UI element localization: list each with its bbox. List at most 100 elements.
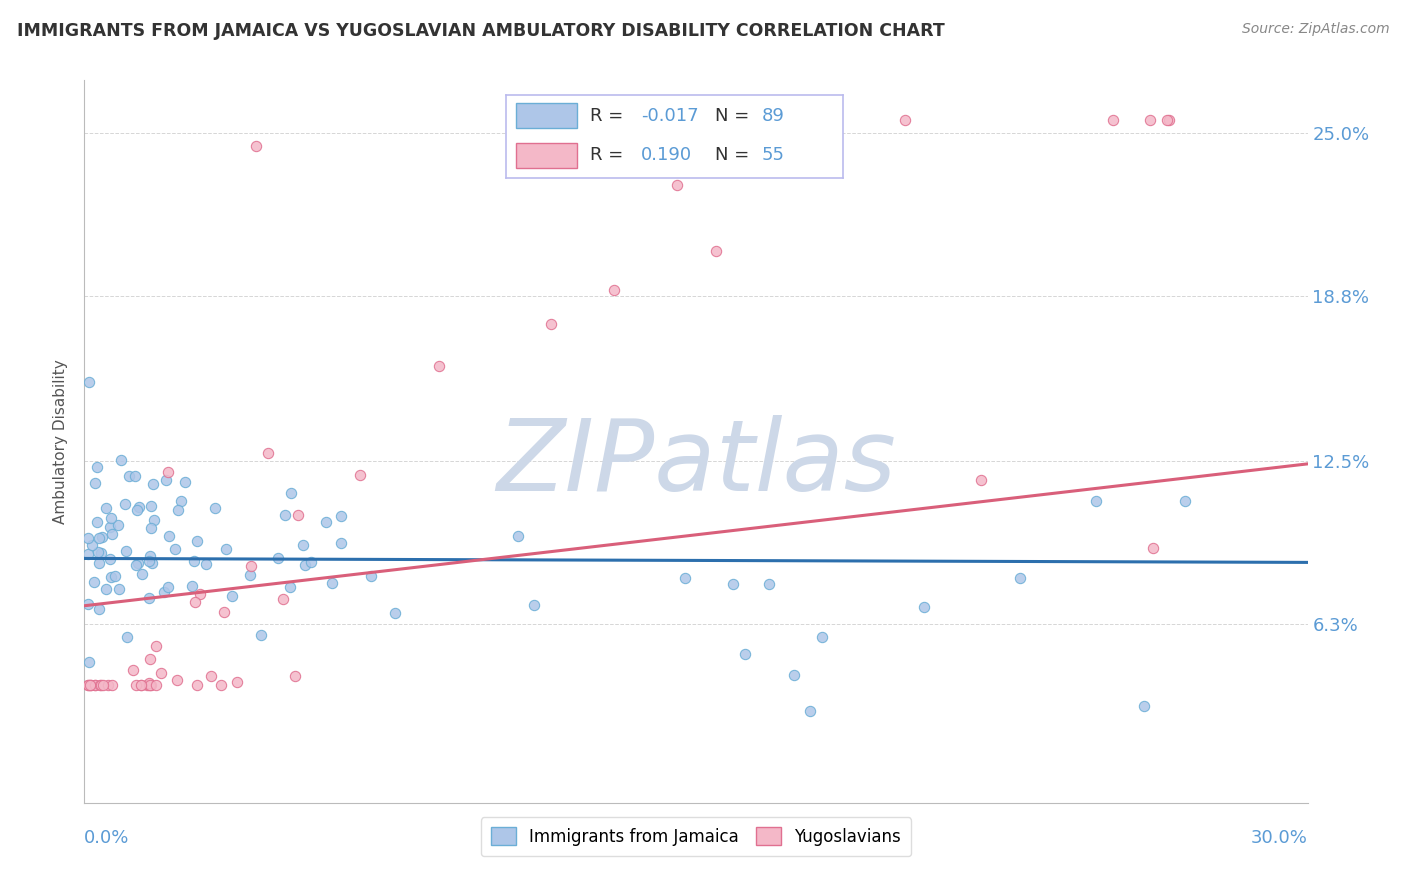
Point xyxy=(96,582,118,597)
Point xyxy=(129,677,152,691)
Point xyxy=(127,503,149,517)
Point xyxy=(321,576,343,591)
Point xyxy=(80,538,103,552)
Legend: Immigrants from Jamaica, Yugoslavians: Immigrants from Jamaica, Yugoslavians xyxy=(481,817,911,856)
Point xyxy=(125,677,148,691)
Text: 0.0%: 0.0% xyxy=(84,829,129,847)
Point xyxy=(138,591,160,605)
Point xyxy=(257,446,280,460)
Point xyxy=(666,178,689,192)
Point xyxy=(758,577,780,591)
Point xyxy=(89,601,111,615)
Point xyxy=(204,501,226,516)
Point xyxy=(138,677,160,691)
Point xyxy=(89,677,111,691)
Point xyxy=(278,580,301,594)
Point xyxy=(87,556,110,570)
Point xyxy=(810,630,832,644)
Point xyxy=(131,677,153,691)
Point xyxy=(110,452,132,467)
Point xyxy=(94,500,117,515)
Point xyxy=(84,475,107,490)
Point xyxy=(157,465,180,479)
Point xyxy=(349,468,371,483)
Point xyxy=(180,579,202,593)
Point xyxy=(661,143,683,157)
Point xyxy=(1133,698,1156,713)
Point xyxy=(115,630,138,644)
Point xyxy=(79,656,101,670)
Point xyxy=(329,535,352,549)
Point xyxy=(163,542,186,557)
Point xyxy=(294,558,316,572)
Point xyxy=(1010,571,1032,585)
Point xyxy=(125,558,148,573)
Point xyxy=(799,704,821,718)
Point xyxy=(77,597,100,611)
Point xyxy=(894,112,917,127)
Point xyxy=(157,529,180,543)
Point xyxy=(184,595,207,609)
Text: IMMIGRANTS FROM JAMAICA VS YUGOSLAVIAN AMBULATORY DISABILITY CORRELATION CHART: IMMIGRANTS FROM JAMAICA VS YUGOSLAVIAN A… xyxy=(17,22,945,40)
Point xyxy=(280,486,302,500)
Point xyxy=(200,669,222,683)
Point xyxy=(1139,112,1161,127)
Point xyxy=(783,667,806,681)
Point xyxy=(721,577,744,591)
Point xyxy=(142,513,165,527)
Point xyxy=(384,607,406,621)
Point xyxy=(115,544,138,558)
Point xyxy=(156,580,179,594)
Point xyxy=(107,518,129,533)
Point xyxy=(734,648,756,662)
Point xyxy=(90,677,112,691)
Point xyxy=(970,473,993,487)
Point xyxy=(142,476,165,491)
Text: 30.0%: 30.0% xyxy=(1251,829,1308,847)
Point xyxy=(131,566,153,581)
Point xyxy=(540,318,562,332)
Point xyxy=(138,677,160,691)
Point xyxy=(114,498,136,512)
Point xyxy=(249,628,271,642)
Point xyxy=(89,531,111,545)
Point xyxy=(97,677,120,691)
Point xyxy=(226,675,249,690)
Point xyxy=(122,663,145,677)
Point xyxy=(100,511,122,525)
Point xyxy=(104,569,127,583)
Point xyxy=(90,530,112,544)
Point xyxy=(239,559,262,574)
Point xyxy=(360,569,382,583)
Point xyxy=(1142,541,1164,555)
Point xyxy=(186,533,208,548)
Point xyxy=(287,508,309,523)
Point xyxy=(267,550,290,565)
Point xyxy=(86,459,108,474)
Point xyxy=(77,376,100,390)
Point xyxy=(215,541,238,556)
Point xyxy=(101,677,124,691)
Point xyxy=(124,468,146,483)
Point xyxy=(138,675,160,690)
Point xyxy=(650,112,672,127)
Point xyxy=(1102,112,1125,127)
Point xyxy=(141,521,163,535)
Point xyxy=(245,139,267,153)
Point xyxy=(141,556,163,570)
Point xyxy=(118,469,141,483)
Point xyxy=(86,515,108,529)
Point xyxy=(79,677,101,691)
Y-axis label: Ambulatory Disability: Ambulatory Disability xyxy=(53,359,69,524)
Point xyxy=(128,500,150,515)
Point xyxy=(506,529,529,543)
Point xyxy=(138,554,160,568)
Point xyxy=(194,557,217,571)
Point xyxy=(139,677,162,691)
Point xyxy=(136,677,159,691)
Point xyxy=(221,590,243,604)
Point xyxy=(77,547,100,561)
Point xyxy=(170,494,193,508)
Point xyxy=(330,509,353,524)
Point xyxy=(1174,493,1197,508)
